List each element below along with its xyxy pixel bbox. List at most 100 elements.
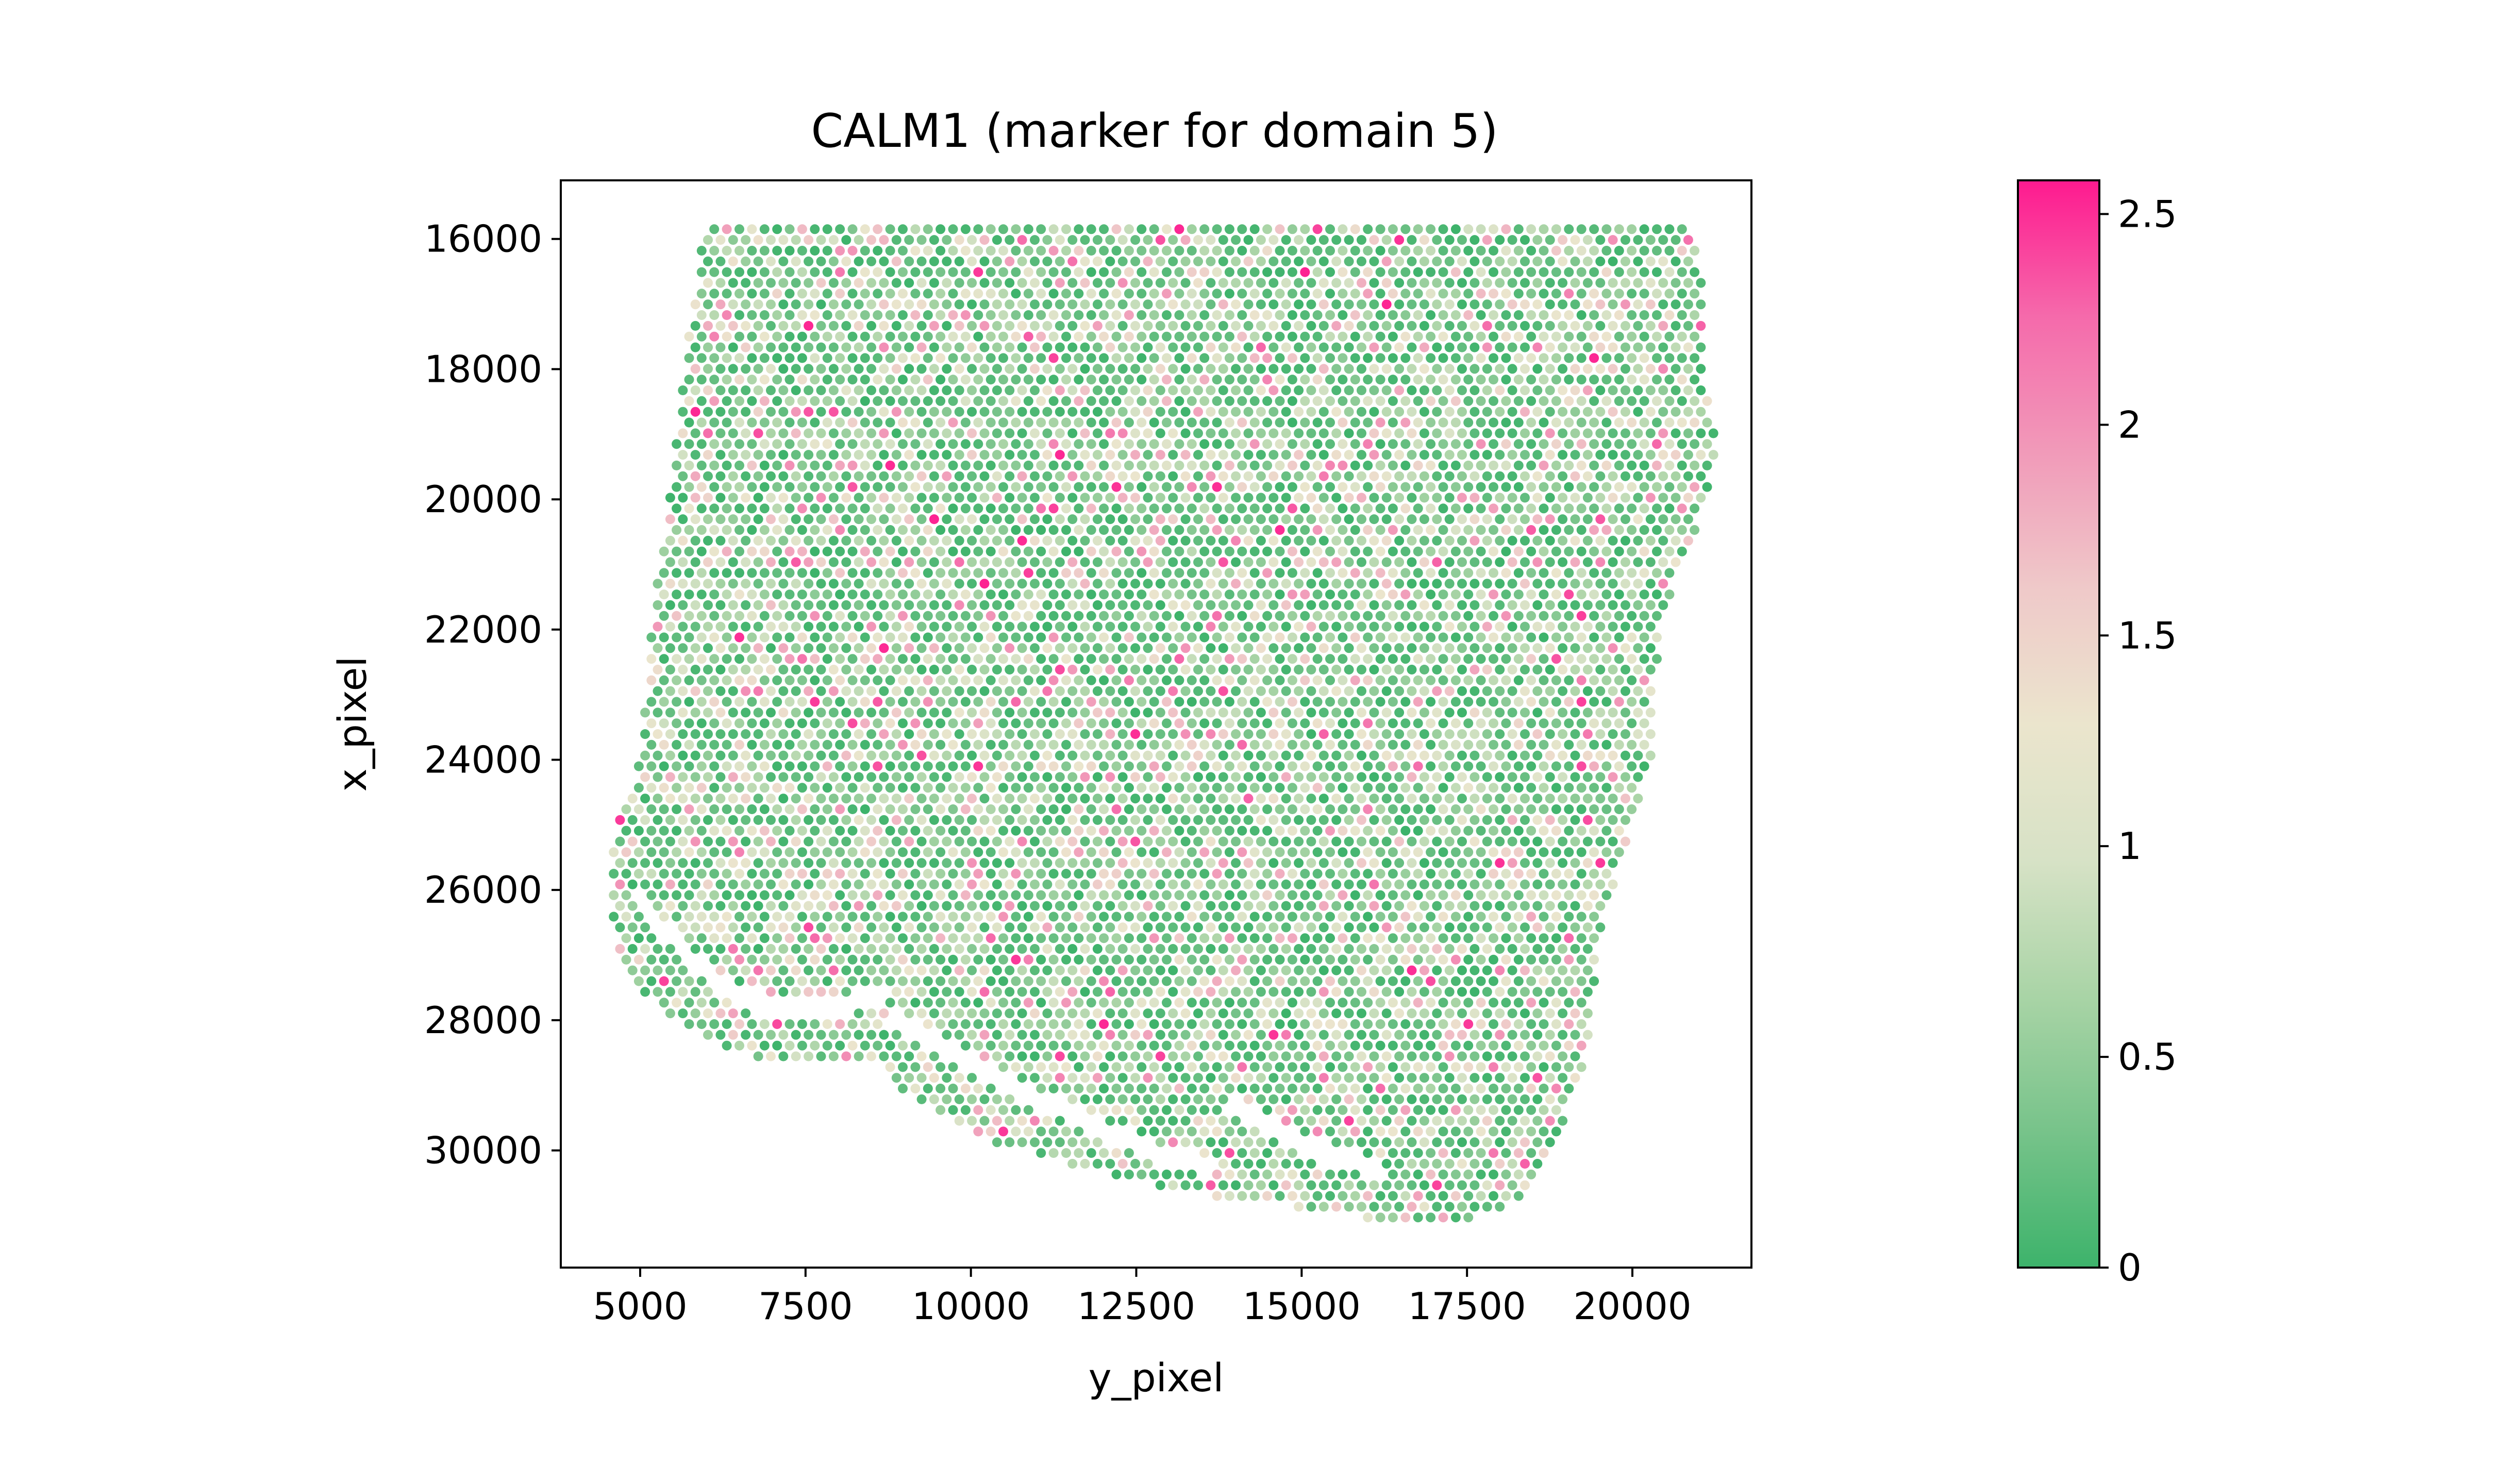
scatter-point — [954, 235, 964, 245]
scatter-point — [1463, 331, 1474, 342]
scatter-point — [1168, 772, 1178, 782]
scatter-point — [1281, 278, 1291, 288]
scatter-point — [923, 761, 933, 771]
scatter-point — [910, 589, 921, 600]
scatter-point — [747, 847, 757, 857]
scatter-point — [1193, 836, 1203, 847]
scatter-point — [1595, 471, 1606, 481]
scatter-point — [1564, 353, 1574, 363]
scatter-point — [1325, 460, 1335, 470]
scatter-point — [1570, 342, 1580, 352]
scatter-point — [722, 611, 732, 621]
scatter-point — [1582, 729, 1593, 739]
scatter-point — [1507, 278, 1517, 288]
scatter-point — [948, 396, 958, 406]
scatter-point — [1231, 794, 1241, 804]
scatter-point — [1627, 310, 1637, 320]
scatter-point — [778, 794, 789, 804]
scatter-point — [1589, 568, 1599, 578]
scatter-point — [1055, 450, 1065, 460]
scatter-point — [690, 299, 700, 310]
scatter-point — [885, 546, 895, 556]
scatter-point — [1614, 289, 1624, 299]
scatter-point — [816, 815, 826, 825]
scatter-point — [1149, 310, 1159, 320]
scatter-point — [1130, 579, 1141, 589]
scatter-point — [1589, 718, 1599, 729]
scatter-point — [1055, 579, 1065, 589]
scatter-point — [1249, 460, 1260, 470]
scatter-point — [942, 364, 952, 374]
scatter-point — [1513, 783, 1524, 793]
scatter-point — [684, 718, 694, 729]
scatter-point — [998, 331, 1008, 342]
scatter-point — [1143, 256, 1153, 266]
scatter-point — [885, 417, 895, 428]
scatter-point — [1055, 471, 1065, 481]
scatter-point — [1482, 278, 1492, 288]
scatter-point — [992, 794, 1002, 804]
scatter-point — [1652, 546, 1662, 556]
scatter-point — [810, 675, 820, 685]
scatter-point — [1664, 460, 1675, 470]
scatter-point — [1463, 224, 1474, 234]
scatter-point — [860, 869, 870, 879]
scatter-point — [1363, 546, 1373, 556]
scatter-point — [1645, 428, 1656, 439]
scatter-point — [1275, 246, 1285, 256]
scatter-point — [923, 267, 933, 277]
scatter-point — [1080, 794, 1090, 804]
scatter-point — [1558, 342, 1568, 352]
scatter-point — [1551, 417, 1561, 428]
scatter-point — [916, 750, 927, 761]
scatter-point — [1444, 321, 1455, 331]
scatter-point — [1444, 815, 1455, 825]
scatter-point — [1294, 407, 1304, 417]
scatter-point — [1023, 482, 1033, 492]
scatter-point — [1388, 396, 1398, 406]
scatter-point — [1507, 665, 1517, 674]
scatter-point — [916, 707, 927, 718]
scatter-point — [1318, 450, 1329, 460]
scatter-point — [986, 460, 996, 470]
scatter-point — [1350, 697, 1360, 707]
scatter-point — [1168, 879, 1178, 889]
scatter-point — [1645, 514, 1656, 525]
scatter-point — [810, 761, 820, 771]
scatter-point — [633, 869, 644, 879]
scatter-point — [715, 256, 726, 266]
scatter-point — [1350, 825, 1360, 836]
scatter-point — [696, 396, 707, 406]
scatter-point — [1532, 579, 1543, 589]
scatter-point — [904, 278, 914, 288]
scatter-point — [684, 417, 694, 428]
scatter-point — [1520, 342, 1530, 352]
scatter-point — [1331, 600, 1342, 610]
scatter-point — [1432, 428, 1442, 439]
scatter-point — [1375, 289, 1385, 299]
scatter-point — [1457, 579, 1467, 589]
scatter-point — [1124, 568, 1134, 578]
scatter-point — [860, 331, 870, 342]
scatter-point — [816, 794, 826, 804]
scatter-point — [854, 686, 864, 696]
scatter-point — [929, 858, 939, 868]
scatter-point — [1683, 385, 1693, 395]
scatter-point — [1092, 321, 1103, 331]
scatter-point — [1318, 299, 1329, 310]
scatter-point — [1149, 761, 1159, 771]
scatter-point — [741, 407, 751, 417]
scatter-point — [1011, 825, 1021, 836]
scatter-point — [1350, 224, 1360, 234]
scatter-point — [1489, 739, 1498, 750]
scatter-point — [1143, 879, 1153, 889]
scatter-point — [1306, 707, 1316, 718]
scatter-point — [841, 879, 851, 889]
scatter-point — [797, 761, 807, 771]
scatter-point — [1589, 632, 1599, 643]
scatter-point — [1457, 600, 1467, 610]
scatter-point — [759, 804, 770, 814]
scatter-point — [1143, 535, 1153, 546]
scatter-point — [1067, 579, 1078, 589]
scatter-point — [822, 331, 832, 342]
